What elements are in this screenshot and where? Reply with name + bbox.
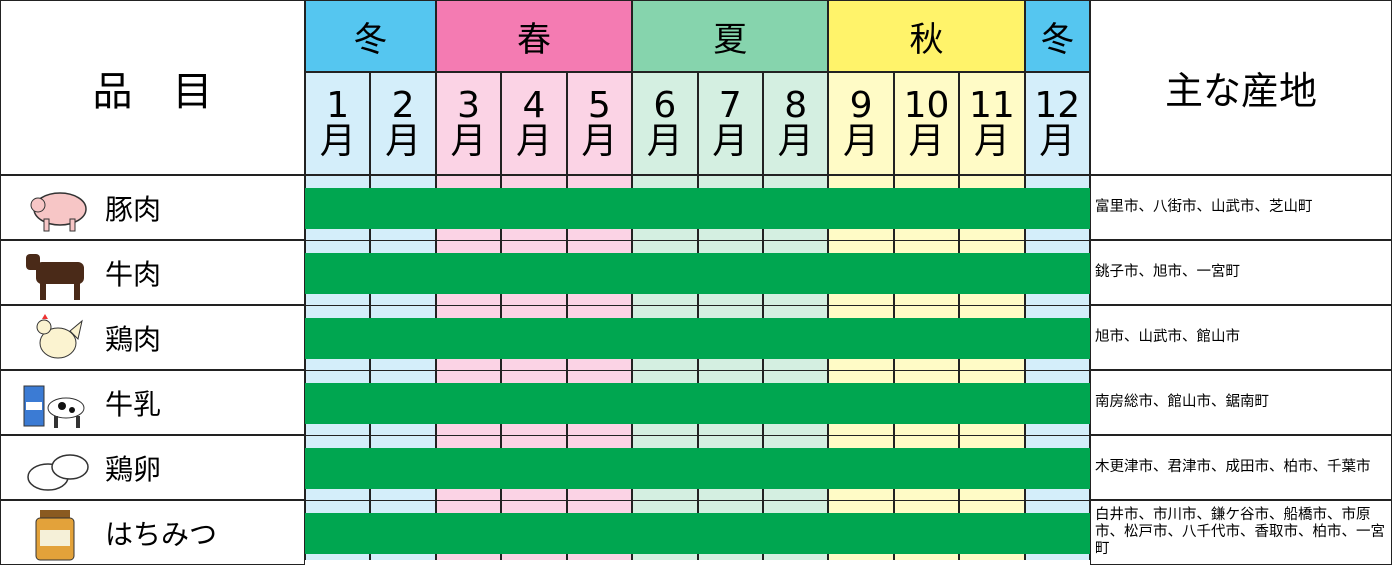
month-unit: 月 bbox=[581, 120, 618, 162]
month-unit: 月 bbox=[450, 120, 487, 162]
icon bbox=[35, 510, 75, 561]
item-name: はちみつ bbox=[105, 517, 218, 551]
icon bbox=[23, 385, 85, 428]
month-num: 9 bbox=[849, 84, 873, 126]
month-num: 7 bbox=[718, 84, 742, 126]
icon bbox=[36, 314, 83, 359]
month-unit: 月 bbox=[777, 120, 814, 162]
month-column bbox=[893, 175, 960, 560]
origin-cell: 銚子市、旭市、一宮町 bbox=[1090, 240, 1392, 305]
month-unit: 月 bbox=[843, 120, 880, 162]
item-cell bbox=[0, 240, 305, 305]
availability-bar bbox=[305, 513, 1091, 554]
month-column bbox=[959, 175, 1025, 560]
icon bbox=[27, 454, 89, 491]
season-header: 冬 bbox=[1024, 0, 1091, 72]
item-icon bbox=[18, 309, 94, 367]
month-column bbox=[501, 175, 567, 560]
month-num: 8 bbox=[784, 84, 808, 126]
row-line bbox=[305, 240, 1091, 241]
origin-cell: 旭市、山武市、館山市 bbox=[1090, 305, 1392, 370]
month-unit: 月 bbox=[515, 120, 552, 162]
icon bbox=[30, 192, 87, 232]
month-unit: 月 bbox=[646, 120, 683, 162]
item-name: 鶏卵 bbox=[105, 452, 162, 486]
item-icon bbox=[18, 244, 94, 302]
row-line bbox=[305, 175, 1091, 176]
month-unit: 月 bbox=[973, 120, 1010, 162]
item-header: 品 目 bbox=[0, 0, 305, 175]
item-icon bbox=[18, 439, 94, 497]
origin-cell: 白井市、市川市、鎌ケ谷市、船橋市、市原市、松戸市、八千代市、香取市、柏市、一宮町 bbox=[1090, 500, 1392, 565]
row-line bbox=[305, 305, 1091, 306]
month-column bbox=[828, 175, 894, 560]
item-cell bbox=[0, 175, 305, 240]
month-num: 11 bbox=[968, 84, 1015, 126]
row-line bbox=[305, 435, 1091, 436]
item-name: 豚肉 bbox=[105, 192, 162, 226]
season-header: 春 bbox=[435, 0, 633, 72]
month-num: 12 bbox=[1034, 84, 1081, 126]
item-cell bbox=[0, 370, 305, 435]
icon bbox=[26, 254, 84, 300]
month-column bbox=[632, 175, 698, 560]
month-num: 1 bbox=[326, 84, 350, 126]
item-icon bbox=[18, 504, 94, 562]
month-column bbox=[697, 175, 763, 560]
item-name: 鶏肉 bbox=[105, 322, 162, 356]
month-column bbox=[762, 175, 829, 560]
month-num: 2 bbox=[391, 84, 415, 126]
origin-cell: 南房総市、館山市、鋸南町 bbox=[1090, 370, 1392, 435]
availability-bar bbox=[305, 448, 1091, 489]
month-header: 11 月 bbox=[959, 72, 1025, 175]
availability-bar bbox=[305, 253, 1091, 294]
item-cell bbox=[0, 305, 305, 370]
season-header: 冬 bbox=[305, 0, 436, 72]
item-icon bbox=[18, 374, 94, 432]
availability-bar bbox=[305, 383, 1091, 424]
month-unit: 月 bbox=[385, 120, 422, 162]
month-column bbox=[305, 175, 371, 560]
month-column bbox=[566, 175, 633, 560]
month-unit: 月 bbox=[1039, 120, 1076, 162]
month-header: 10 月 bbox=[893, 72, 960, 175]
availability-bar bbox=[305, 188, 1091, 229]
origin-cell: 木更津市、君津市、成田市、柏市、千葉市 bbox=[1090, 435, 1392, 500]
item-cell bbox=[0, 435, 305, 500]
month-unit: 月 bbox=[908, 120, 945, 162]
season-header: 秋 bbox=[828, 0, 1025, 72]
month-column bbox=[370, 175, 436, 560]
month-unit: 月 bbox=[319, 120, 356, 162]
month-num: 3 bbox=[457, 84, 480, 126]
item-name: 牛乳 bbox=[105, 387, 162, 421]
month-column bbox=[1024, 175, 1091, 560]
month-num: 5 bbox=[587, 84, 611, 126]
item-icon bbox=[18, 179, 94, 237]
row-line bbox=[305, 370, 1091, 371]
origin-header: 主な産地 bbox=[1090, 0, 1392, 175]
season-header: 夏 bbox=[632, 0, 829, 72]
item-name: 牛肉 bbox=[105, 257, 162, 291]
month-column bbox=[435, 175, 502, 560]
origin-cell: 富里市、八街市、山武市、芝山町 bbox=[1090, 175, 1392, 240]
month-unit: 月 bbox=[712, 120, 749, 162]
availability-bar bbox=[305, 318, 1091, 359]
month-num: 6 bbox=[653, 84, 677, 126]
month-num: 10 bbox=[903, 84, 950, 126]
month-num: 4 bbox=[522, 84, 546, 126]
row-line bbox=[305, 500, 1091, 501]
month-header: 12 月 bbox=[1024, 72, 1091, 175]
